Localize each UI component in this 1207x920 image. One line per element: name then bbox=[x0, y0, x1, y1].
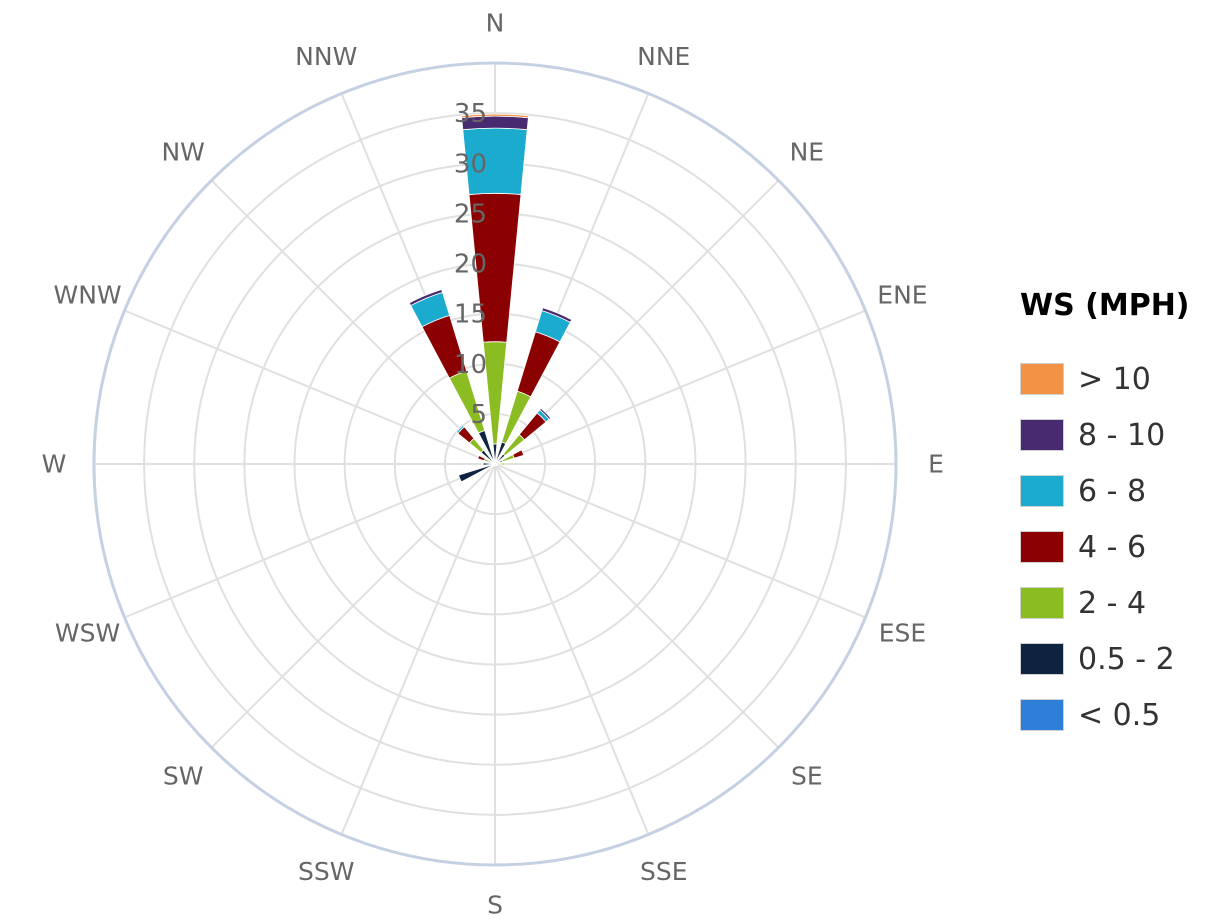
legend-item[interactable]: 0.5 - 2 bbox=[1020, 631, 1190, 687]
direction-label-ese: ESE bbox=[879, 618, 926, 647]
direction-label-wsw: WSW bbox=[55, 618, 120, 647]
legend-item[interactable]: 4 - 6 bbox=[1020, 519, 1190, 575]
bar-ne-8-10 bbox=[539, 407, 552, 420]
legend: WS (MPH) > 10 8 - 10 6 - 8 4 - 6 2 - 4 0.5 - … bbox=[1020, 288, 1190, 743]
wind-rose-bars bbox=[408, 113, 573, 483]
direction-label-n: N bbox=[486, 9, 505, 38]
legend-label: 2 - 4 bbox=[1078, 585, 1147, 621]
legend-item[interactable]: < 0.5 bbox=[1020, 687, 1190, 743]
grid-spoke bbox=[210, 463, 496, 749]
direction-label-s: S bbox=[487, 891, 503, 920]
legend-items: > 10 8 - 10 6 - 8 4 - 6 2 - 4 0.5 - 2 < 0.5 bbox=[1020, 351, 1190, 743]
direction-label-ene: ENE bbox=[877, 281, 927, 310]
grid-spoke bbox=[494, 463, 650, 835]
legend-item[interactable]: 6 - 8 bbox=[1020, 463, 1190, 519]
grid-spoke bbox=[124, 463, 496, 619]
bar-nnw-8-10 bbox=[408, 289, 444, 307]
radial-tick-label: 35 bbox=[454, 99, 487, 129]
grid-spoke bbox=[340, 463, 496, 835]
direction-label-nnw: NNW bbox=[295, 42, 357, 71]
direction-label-sse: SSE bbox=[640, 857, 688, 886]
bar-e-2-4 bbox=[499, 462, 506, 466]
legend-label: 6 - 8 bbox=[1078, 473, 1147, 509]
grid-spoke bbox=[124, 309, 496, 465]
grid-spoke bbox=[494, 463, 780, 749]
legend-item[interactable]: > 10 bbox=[1020, 351, 1190, 407]
legend-title: WS (MPH) bbox=[1020, 288, 1190, 323]
direction-labels: N NNE NE ENE E ESE SE SSE S SSW SW WSW W WNW NW NNW bbox=[42, 9, 944, 920]
legend-swatch bbox=[1020, 531, 1064, 563]
radial-tick-label: 15 bbox=[454, 300, 487, 330]
grid-spoke bbox=[494, 309, 866, 465]
direction-label-wnw: WNW bbox=[53, 281, 121, 310]
bar-nne-4-6 bbox=[516, 331, 561, 398]
radial-tick-label: 5 bbox=[470, 400, 487, 430]
legend-item[interactable]: 8 - 10 bbox=[1020, 407, 1190, 463]
direction-label-nw: NW bbox=[161, 138, 204, 167]
legend-swatch bbox=[1020, 363, 1064, 395]
legend-swatch bbox=[1020, 699, 1064, 731]
outer-ring bbox=[92, 61, 898, 867]
bar-nne-8-10 bbox=[541, 307, 573, 323]
legend-label: 8 - 10 bbox=[1078, 417, 1166, 453]
radial-tick-labels: 5 10 15 20 25 30 35 bbox=[454, 99, 487, 430]
direction-label-se: SE bbox=[791, 761, 823, 790]
legend-swatch bbox=[1020, 643, 1064, 675]
bar-ene-4-6 bbox=[512, 449, 525, 459]
radial-tick-label: 10 bbox=[454, 350, 487, 380]
direction-label-nne: NNE bbox=[637, 42, 690, 71]
direction-label-w: W bbox=[42, 450, 67, 479]
bar-wnw-4-6 bbox=[477, 454, 486, 462]
legend-swatch bbox=[1020, 475, 1064, 507]
legend-item[interactable]: 2 - 4 bbox=[1020, 575, 1190, 631]
legend-swatch bbox=[1020, 419, 1064, 451]
bar-w-2-4 bbox=[481, 462, 484, 466]
grid-spoke bbox=[494, 463, 866, 619]
direction-label-e: E bbox=[928, 450, 944, 479]
legend-label: < 0.5 bbox=[1078, 697, 1161, 733]
radial-tick-label: 30 bbox=[454, 149, 487, 179]
direction-label-sw: SW bbox=[163, 761, 204, 790]
direction-label-ssw: SSW bbox=[298, 857, 354, 886]
bar-n-10 bbox=[461, 113, 529, 119]
legend-label: > 10 bbox=[1078, 361, 1151, 397]
legend-label: 0.5 - 2 bbox=[1078, 641, 1175, 677]
bar-nw-8-10 bbox=[454, 423, 464, 433]
legend-swatch bbox=[1020, 587, 1064, 619]
direction-label-ne: NE bbox=[790, 138, 825, 167]
grid-spoke bbox=[210, 179, 496, 465]
radial-tick-label: 20 bbox=[454, 250, 487, 280]
bar-sw-10 bbox=[489, 465, 494, 470]
radial-tick-label: 25 bbox=[454, 199, 487, 229]
bar-wsw-0.5-2 bbox=[458, 463, 496, 483]
legend-label: 4 - 6 bbox=[1078, 529, 1147, 565]
